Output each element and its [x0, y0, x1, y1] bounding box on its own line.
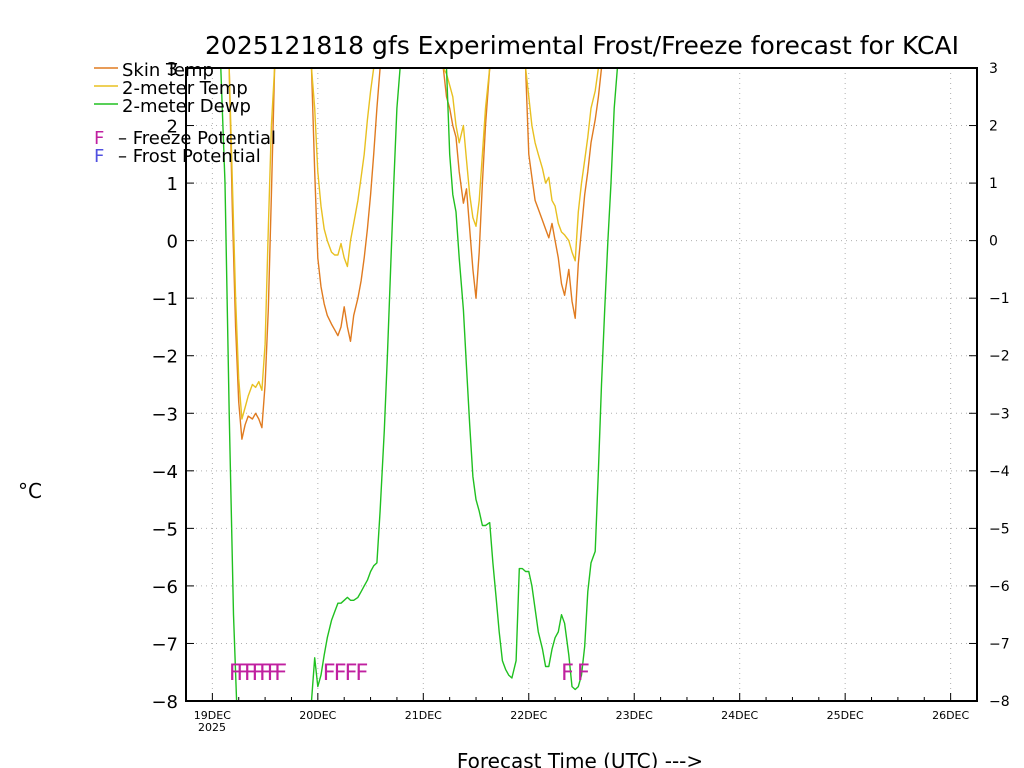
y-tick-label: 2	[167, 117, 178, 138]
freeze-marker: F	[344, 661, 357, 686]
y-tick-label-right: 2	[989, 119, 998, 135]
chart-title: 2025121818 gfs Experimental Frost/Freeze…	[205, 31, 959, 60]
series-line-dewp2m	[212, 68, 661, 701]
x-tick-label: 25DEC	[827, 709, 864, 722]
x-tick-label: 23DEC	[616, 709, 653, 722]
y-tick-label-right: −2	[989, 349, 1010, 365]
freeze-marker: F	[577, 661, 590, 686]
freeze-marker: F	[229, 661, 242, 686]
y-tick-label-right: −4	[989, 464, 1010, 480]
y-tick-label-right: 0	[989, 234, 998, 250]
legend-label-dewp: 2-meter Dewp	[122, 96, 251, 117]
freeze-marker: F	[259, 661, 272, 686]
y-tick-label: −6	[151, 577, 178, 598]
x-axis-year: 2025	[198, 721, 226, 734]
series-line-temp2m	[228, 68, 621, 420]
x-axis-label: Forecast Time (UTC) --->	[457, 749, 703, 768]
freeze-marker: F	[274, 661, 287, 686]
y-tick-label: 3	[167, 59, 178, 80]
y-tick-label-right: −8	[989, 694, 1010, 710]
y-tick-label: −1	[151, 289, 178, 310]
y-tick-label-right: −7	[989, 636, 1010, 652]
legend-frost-letter: F	[94, 146, 104, 167]
freeze-marker: F	[266, 661, 279, 686]
x-axis-ticks: 19DEC 20DEC 21DEC 22DEC 23DEC 24DEC 25DEC 26DEC	[194, 693, 969, 722]
y-tick-label-right: −5	[989, 521, 1010, 537]
x-tick-label: 21DEC	[405, 709, 442, 722]
y-tick-label-right: −6	[989, 579, 1010, 595]
y-tick-label-right: −3	[989, 406, 1010, 422]
y-tick-label: −2	[151, 347, 178, 368]
freeze-marker: F	[355, 661, 368, 686]
y-tick-label: −8	[151, 692, 178, 713]
freeze-marker: F	[322, 661, 335, 686]
legend: Skin Temp 2-meter Temp 2-meter Dewp F – …	[94, 60, 276, 167]
y-tick-label: −3	[151, 404, 178, 425]
gridlines	[186, 68, 977, 701]
legend-freeze-letter: F	[94, 128, 104, 149]
y-tick-label: −5	[151, 519, 178, 540]
freeze-marker: F	[251, 661, 264, 686]
y-tick-label-right: 1	[989, 176, 998, 192]
freeze-marker: F	[244, 661, 257, 686]
freeze-marker: F	[236, 661, 249, 686]
legend-label-skin: Skin Temp	[122, 60, 214, 81]
plot-frame	[185, 67, 978, 702]
series-group	[212, 68, 661, 701]
legend-label-temp: 2-meter Temp	[122, 78, 248, 99]
x-tick-label: 24DEC	[721, 709, 758, 722]
y-tick-label-right: −1	[989, 291, 1010, 307]
series-line-skin	[228, 68, 621, 440]
x-tick-label: 20DEC	[299, 709, 336, 722]
y-axis-ticks: −8 −8 −7 −7 −6 −6 −5 −5 −4 −4 −3 −3 −2 −2 −1 −1 0 0 1 1 2 2 3 3	[151, 59, 1009, 713]
x-tick-label: 22DEC	[510, 709, 547, 722]
x-tick-label: 19DEC	[194, 709, 231, 722]
y-tick-label: −7	[151, 634, 178, 655]
legend-frost-label: – Frost Potential	[118, 146, 261, 167]
y-tick-label: 1	[167, 174, 178, 195]
y-axis-label: °C	[18, 479, 42, 503]
y-tick-label: −4	[151, 462, 178, 483]
freeze-marker: F	[333, 661, 346, 686]
y-tick-label-right: 3	[989, 61, 998, 77]
y-tick-label: 0	[167, 232, 178, 253]
legend-freeze-label: – Freeze Potential	[118, 128, 276, 149]
x-tick-label: 26DEC	[932, 709, 969, 722]
freeze-marker: F	[561, 661, 574, 686]
